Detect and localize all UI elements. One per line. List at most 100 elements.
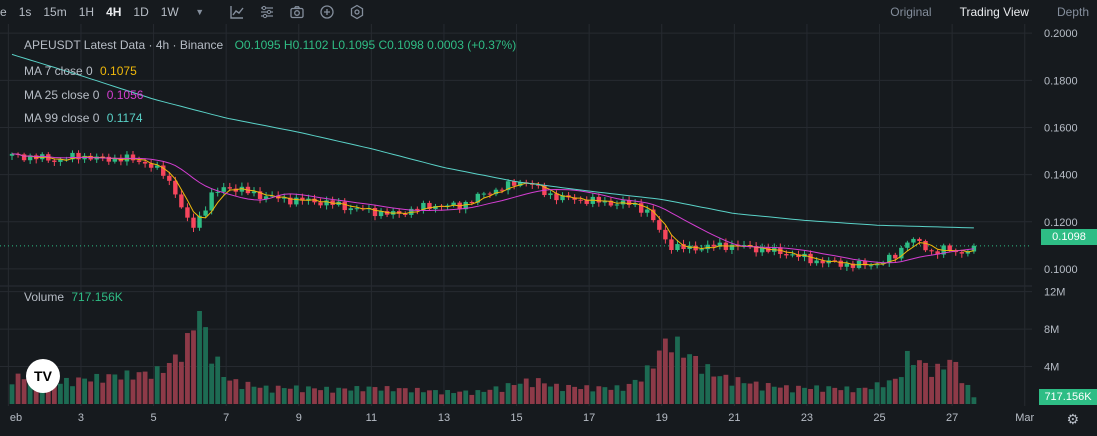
tradingview-logo: TV (26, 359, 60, 393)
volume-bar (354, 386, 360, 404)
volume-bar (112, 374, 118, 404)
ma99-label: MA 99 close 0 (24, 111, 100, 125)
candle-body (185, 207, 190, 218)
date-tick-label: 21 (728, 412, 740, 424)
candle-body (669, 239, 674, 251)
volume-bar (868, 389, 874, 404)
candle-body (517, 182, 523, 186)
volume-bar (427, 390, 432, 404)
candle-body (584, 199, 589, 204)
date-tick-label: 11 (366, 412, 377, 424)
camera-icon[interactable] (289, 4, 305, 20)
settings-sliders-icon[interactable] (259, 4, 275, 20)
candle-body (294, 197, 299, 205)
ma25-label: MA 25 close 0 (24, 88, 100, 102)
candle-body (947, 245, 952, 251)
timeframe-1s[interactable]: 1s (18, 5, 32, 19)
date-tick-label: 17 (583, 412, 595, 424)
timeframe-4h[interactable]: 4H (106, 5, 122, 19)
date-tick-label: Mar (1015, 412, 1034, 424)
timeframe-1h[interactable]: 1H (78, 5, 95, 19)
candle-body (663, 229, 668, 240)
candle-body (179, 194, 184, 208)
volume-bar (21, 379, 27, 404)
volume-bar (257, 387, 263, 404)
candle-body (348, 208, 353, 211)
volume-bar (306, 386, 311, 404)
volume-bar (203, 327, 208, 404)
volume-bar (233, 379, 239, 404)
volume-bar (529, 387, 535, 404)
indicators-icon[interactable] (229, 4, 245, 20)
candle-body (505, 181, 511, 191)
ma99-legend[interactable]: MA 99 close 0 0.1174 (24, 111, 143, 125)
view-depth[interactable]: Depth (1056, 5, 1089, 19)
gear-icon[interactable]: ⚙ (1066, 411, 1079, 427)
last-price-tag: 0.1098 (1041, 229, 1097, 245)
volume-bar (275, 385, 281, 404)
view-original[interactable]: Original (890, 5, 932, 19)
candle-body (880, 262, 886, 264)
volume-bar (590, 391, 596, 404)
volume-bar (408, 392, 414, 404)
ma25-legend[interactable]: MA 25 close 0 0.1056 (24, 88, 143, 102)
volume-bar (299, 392, 305, 404)
top-toolbar: e 1s 15m 1H 4H 1D 1W ▼ Original Trading … (0, 0, 1097, 24)
volume-bar (759, 390, 765, 404)
volume-bar (947, 359, 953, 404)
ma7-legend[interactable]: MA 7 close 0 0.1075 (24, 64, 137, 78)
volume-bar (457, 391, 463, 404)
candle-body (741, 245, 747, 247)
candle-body (415, 208, 420, 210)
candle-body (868, 265, 874, 267)
candle-body (487, 193, 493, 195)
ma7-label: MA 7 close 0 (24, 64, 93, 78)
date-tick-label: 13 (438, 412, 450, 424)
price-chart[interactable]: 0.1000 0.1200 0.1400 0.1600 0.1800 0.2000 4M 8M… (0, 24, 1097, 436)
candle-body (729, 244, 735, 250)
volume-bar (880, 387, 886, 404)
candle-body (808, 253, 813, 264)
volume-bar (88, 381, 94, 404)
ma99-line (11, 53, 974, 229)
candle-body (475, 193, 481, 203)
candle-body (227, 187, 232, 189)
timeframe-partial[interactable]: e (0, 5, 7, 19)
volume-bar (70, 386, 75, 404)
candle-body (306, 198, 311, 201)
candle-body (330, 200, 335, 205)
volume-bar (312, 388, 317, 404)
ohlc-readout: O0.1095 H0.1102 L0.1095 C0.1098 0.0003 (… (234, 38, 517, 52)
ma25-line (11, 153, 974, 264)
chevron-down-icon[interactable]: ▼ (195, 7, 205, 17)
candle-body (469, 201, 474, 203)
candle-body (9, 153, 15, 156)
volume-bar (239, 389, 245, 404)
volume-bar (118, 379, 124, 404)
volume-bar (669, 352, 674, 404)
volume-bar (796, 385, 801, 404)
add-circle-icon[interactable] (319, 4, 335, 20)
volume-bar (505, 383, 511, 404)
candle-body (318, 202, 323, 206)
candle-body (548, 193, 553, 196)
candle-body (130, 154, 136, 161)
candle-body (899, 247, 904, 259)
timeframe-15m[interactable]: 15m (43, 5, 67, 19)
candle-body (221, 187, 226, 192)
timeframe-1d[interactable]: 1D (133, 5, 149, 19)
volume-bar (693, 355, 699, 404)
volume-bar (675, 336, 680, 404)
volume-bar (414, 387, 420, 404)
timeframe-1w[interactable]: 1W (160, 5, 179, 19)
volume-bar (45, 380, 51, 404)
volume-bar (741, 383, 747, 404)
price-tick-label: 0.1600 (1044, 122, 1078, 134)
volume-bar (747, 383, 753, 404)
target-settings-icon[interactable] (349, 4, 365, 20)
volume-bar (535, 378, 541, 404)
volume-bar (396, 388, 402, 404)
legend-title-row: APEUSDT Latest Data · 4h · Binance O0.10… (24, 38, 516, 52)
date-tick-label: 9 (296, 412, 302, 424)
view-trading-view[interactable]: Trading View (959, 5, 1029, 19)
